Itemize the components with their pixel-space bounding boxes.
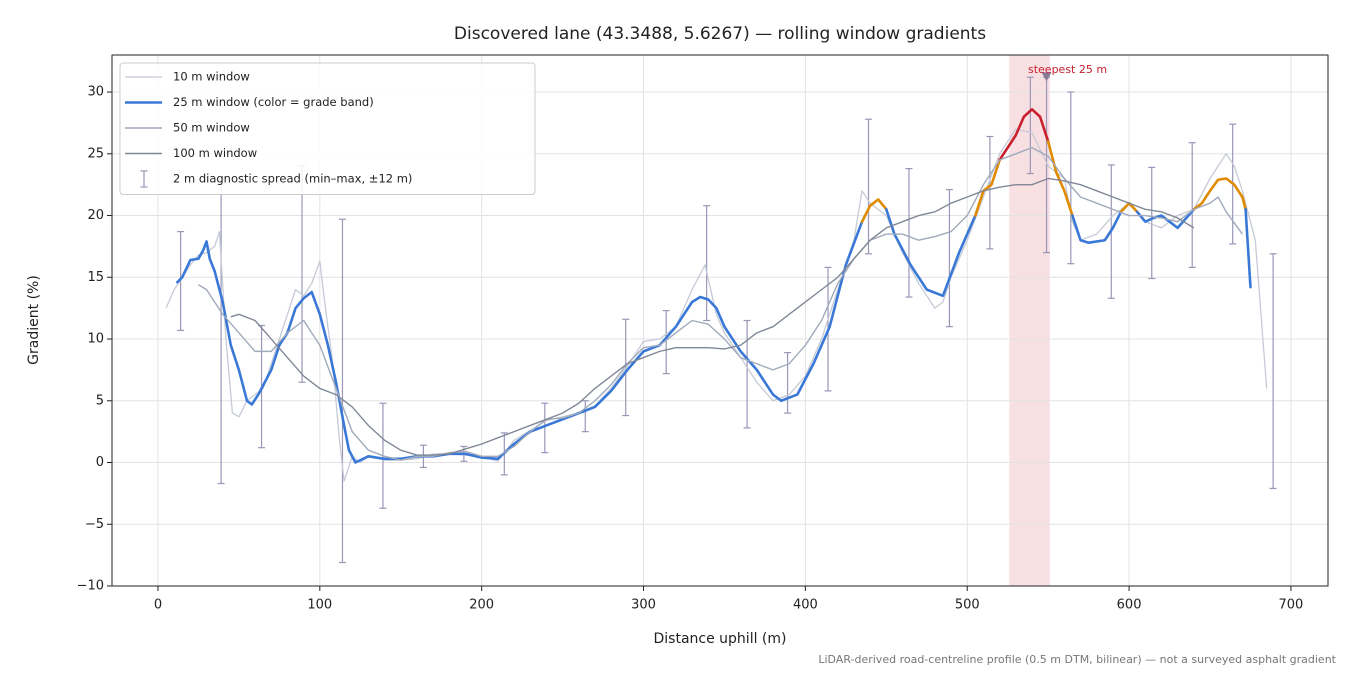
error-bar xyxy=(986,135,994,250)
series-line xyxy=(198,146,1243,461)
legend: 10 m window 25 m window (color = grade ba… xyxy=(119,62,536,195)
error-bar xyxy=(1188,142,1196,268)
legend-label: 2 m diagnostic spread (min–max, ±12 m) xyxy=(173,172,412,186)
annotation-marker xyxy=(1041,72,1052,82)
series-line-band xyxy=(1192,177,1247,211)
error-bar xyxy=(662,310,670,375)
x-axis-label: Distance uphill (m) xyxy=(654,631,787,647)
legend-swatch xyxy=(140,170,148,188)
y-tick-label: −10 xyxy=(77,579,104,594)
series-line-band xyxy=(974,158,1001,217)
error-bar xyxy=(581,400,589,433)
y-tick-label: −5 xyxy=(85,517,104,532)
x-tick-label: 0 xyxy=(154,598,162,613)
chart-title: Discovered lane (43.3488, 5.6267) — roll… xyxy=(454,24,986,44)
plot-frame xyxy=(111,54,1329,587)
x-tick-label: 300 xyxy=(631,598,656,613)
error-bar xyxy=(1269,253,1277,490)
x-tick-label: 100 xyxy=(307,598,332,613)
error-bar xyxy=(864,118,872,255)
legend-label: 10 m window xyxy=(173,70,250,84)
series-line xyxy=(165,128,1268,482)
error-bar xyxy=(1067,91,1075,265)
footnote: LiDAR-derived road-centreline profile (0… xyxy=(818,653,1336,666)
y-axis-label: Gradient (%) xyxy=(26,275,42,365)
y-tick-label: 5 xyxy=(96,393,104,408)
error-bar xyxy=(217,177,225,485)
legend-label: 100 m window xyxy=(173,146,257,160)
series-line xyxy=(230,177,1195,456)
x-tick-label: 400 xyxy=(793,598,818,613)
legend-label: 25 m window (color = grade band) xyxy=(173,95,374,109)
error-bar xyxy=(177,230,185,331)
error-bar xyxy=(1026,76,1034,175)
y-tick-label: 30 xyxy=(87,85,104,100)
legend-label: 50 m window xyxy=(173,121,250,135)
error-bar xyxy=(703,205,711,322)
y-tick-label: 25 xyxy=(87,146,104,161)
annotation-text: steepest 25 m xyxy=(1028,63,1107,76)
y-tick-label: 0 xyxy=(96,455,104,470)
error-bar xyxy=(945,189,953,328)
error-bar xyxy=(338,218,346,564)
highlight-span xyxy=(1009,55,1050,586)
series-line-band xyxy=(1046,140,1074,217)
x-tick-label: 500 xyxy=(955,598,980,613)
series-line-band xyxy=(860,198,888,224)
legend-box xyxy=(119,62,536,195)
error-bar xyxy=(905,168,913,298)
y-tick-label: 20 xyxy=(87,208,104,223)
series-line-band xyxy=(998,108,1050,162)
error-bar xyxy=(743,319,751,429)
x-tick-label: 700 xyxy=(1279,598,1304,613)
x-tick-label: 600 xyxy=(1117,598,1142,613)
y-tick-label: 10 xyxy=(87,332,104,347)
y-tick-label: 15 xyxy=(87,270,104,285)
series-line-band xyxy=(1071,210,1123,245)
error-bar xyxy=(541,402,549,454)
series-line-band xyxy=(1244,208,1252,289)
series-line-band xyxy=(1135,208,1196,230)
error-bar xyxy=(298,165,306,383)
error-bar xyxy=(784,352,792,414)
error-bar xyxy=(1148,166,1156,280)
x-tick-label: 200 xyxy=(469,598,494,613)
